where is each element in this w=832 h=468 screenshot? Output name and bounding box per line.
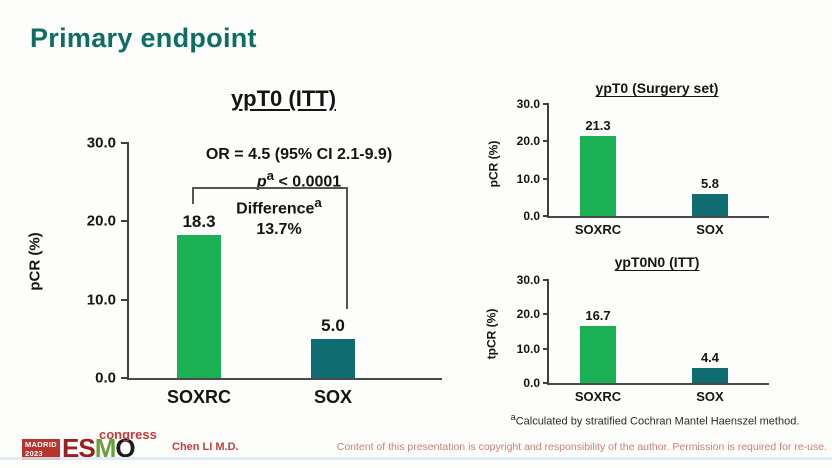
y-tick <box>543 382 549 384</box>
y-tick <box>543 215 549 217</box>
x-category-label: SOXRC <box>166 387 231 407</box>
x-category-label: SOXRC <box>574 222 622 237</box>
esmo-madrid-2023-badge: MADRID 2023 <box>22 439 60 460</box>
bar-soxrc <box>580 136 616 216</box>
surgery-set-chart-plot: 30.0 20.0 10.0 0.0 21.3 5.8 SOXRC SOX <box>517 97 769 237</box>
ypt0n0-chart-title: ypT0N0 (ITT) <box>614 254 700 270</box>
odds-ratio-text: OR = 4.5 (95% CI 2.1-9.9) <box>205 146 393 163</box>
esmo-congress-logo: MADRID 2023 ESMO congress <box>22 427 172 464</box>
main-chart-y-axis-label: pCR (%) <box>26 232 44 291</box>
y-tick <box>543 347 549 350</box>
p-value-text: pa < 0.0001 <box>256 168 342 191</box>
x-category-label: SOX <box>696 389 724 404</box>
y-tick-label: 10.0 <box>516 171 540 186</box>
y-tick-label: 0.0 <box>95 369 116 387</box>
x-category-label: SOX <box>696 222 724 237</box>
bar-value-label: 21.3 <box>585 118 611 134</box>
y-tick-label: 10.0 <box>516 341 540 356</box>
ypt0n0-y-axis-label: tpCR (%) <box>484 308 499 360</box>
x-category-label: SOX <box>313 387 352 407</box>
y-tick <box>121 298 129 301</box>
y-tick <box>543 313 549 316</box>
y-tick <box>543 103 549 105</box>
main-chart-plot: 30.0 20.0 10.0 0.0 OR = 4.5 (95% CI 2.1-… <box>87 135 442 407</box>
bar-soxrc <box>580 325 616 383</box>
bar-group-sox: 5.8 <box>692 104 728 216</box>
y-tick-label: 10.0 <box>86 291 116 309</box>
bar-sox <box>692 367 728 383</box>
bar-value-label: 5.8 <box>700 176 720 192</box>
y-tick <box>543 140 549 143</box>
difference-value: 13.7% <box>256 221 302 239</box>
surgery-set-chart-title: ypT0 (Surgery set) <box>595 80 719 96</box>
y-tick-label: 0.0 <box>523 209 540 223</box>
bar-group-soxrc: 21.3 <box>580 104 616 216</box>
congress-label: congress <box>99 427 157 442</box>
comparison-bracket-top <box>192 187 348 189</box>
difference-annotation: Differencea 13.7% <box>199 192 359 240</box>
bar-group-sox: 4.4 <box>692 280 728 383</box>
y-tick <box>121 142 129 144</box>
bar-group-soxrc: 16.7 <box>580 280 616 383</box>
y-tick-label: 0.0 <box>523 376 540 390</box>
bar-value-label: 16.7 <box>585 307 611 323</box>
stat-annotation: OR = 4.5 (95% CI 2.1-9.9) pa < 0.0001 <box>159 144 439 192</box>
main-chart-title: ypT0 (ITT) <box>230 86 337 111</box>
y-tick <box>543 177 549 180</box>
bar-value-label: 5.0 <box>321 315 345 335</box>
bar-group-sox: 5.0 <box>311 143 355 378</box>
y-tick-label: 20.0 <box>86 212 116 230</box>
y-tick <box>543 279 549 281</box>
y-tick <box>121 220 129 223</box>
y-tick <box>121 377 129 379</box>
y-tick-label: 30.0 <box>86 134 116 152</box>
y-tick-label: 30.0 <box>516 97 540 111</box>
bar-value-label: 18.3 <box>182 211 216 231</box>
surgery-set-y-axis-label: pCR (%) <box>486 140 501 188</box>
bar-value-label: 4.4 <box>700 349 720 365</box>
bottom-divider <box>0 457 832 460</box>
bar-group-soxrc: 18.3 <box>177 143 221 378</box>
copyright-notice: Content of this presentation is copyrigh… <box>336 441 827 453</box>
slide-title: Primary endpoint <box>30 23 257 54</box>
y-tick-label: 20.0 <box>516 307 540 322</box>
ypt0n0-chart-plot: 30.0 20.0 10.0 0.0 16.7 4.4 SOXRC SOX <box>517 273 769 404</box>
bar-sox <box>692 194 728 216</box>
x-category-label: SOXRC <box>574 389 622 404</box>
comparison-bracket-right <box>346 187 348 309</box>
comparison-bracket-left <box>192 187 194 204</box>
esmo-wordmark: ESMO <box>62 433 136 463</box>
difference-label: Differencea <box>236 195 322 218</box>
y-tick-label: 30.0 <box>516 273 540 287</box>
method-footnote: aCalculated by stratified Cochran Mantel… <box>510 412 800 428</box>
bar-soxrc <box>177 234 221 378</box>
y-tick-label: 20.0 <box>516 134 540 149</box>
author-name: Chen LI M.D. <box>172 441 239 453</box>
bar-sox <box>311 338 355 378</box>
